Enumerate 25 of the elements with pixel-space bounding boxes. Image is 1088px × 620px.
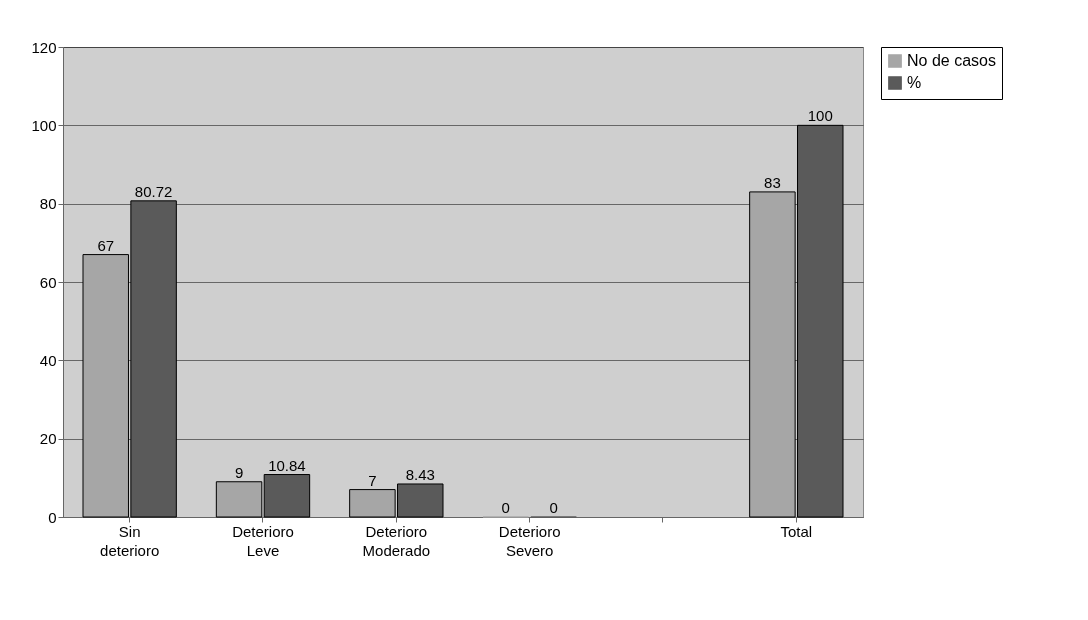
x-tick-label: Deterioro Leve: [232, 522, 294, 559]
x-tick-label: Total: [780, 522, 813, 540]
data-label: 8.43: [405, 465, 435, 483]
y-tick-label: 80: [39, 195, 57, 213]
legend-label: No de casos: [907, 52, 996, 69]
y-tick-label: 120: [31, 38, 57, 56]
data-label: 80.72: [134, 182, 173, 200]
data-label: 7: [368, 471, 377, 489]
bar: [215, 481, 263, 518]
x-tick-label: Deterioro Moderado: [362, 522, 431, 559]
y-tick-label: 60: [39, 273, 57, 291]
y-tick-label: 0: [48, 508, 57, 526]
data-label: 9: [234, 463, 244, 481]
data-label: 83: [764, 173, 781, 191]
data-label: 10.84: [268, 456, 306, 474]
x-tick-label: Sin deterioro: [100, 522, 160, 559]
data-label: 0: [501, 499, 510, 516]
y-tick-label: 20: [39, 430, 57, 448]
x-tick-label: Deterioro Severo: [498, 522, 561, 559]
y-tick-label: 40: [39, 351, 57, 369]
data-label: 67: [97, 236, 115, 254]
data-label: 0: [549, 499, 558, 516]
data-label: 100: [807, 107, 833, 125]
y-tick-label: 100: [31, 116, 57, 134]
legend-label: %: [907, 74, 922, 91]
